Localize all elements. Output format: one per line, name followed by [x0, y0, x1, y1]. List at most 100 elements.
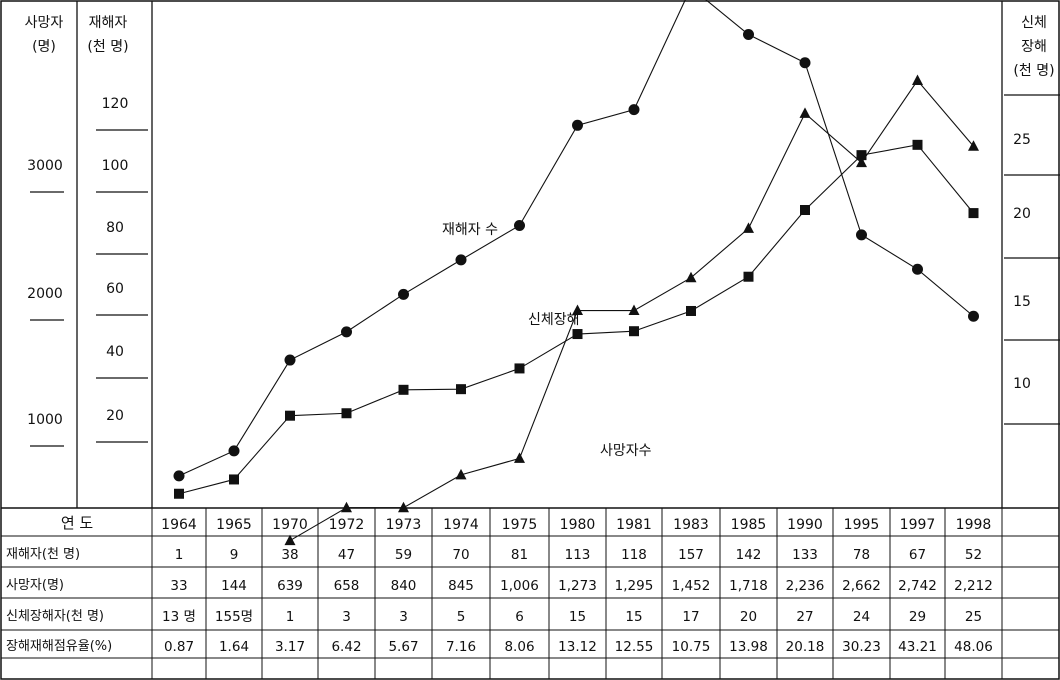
table-value-cell: 15 [569, 609, 586, 625]
series-markers [173, 29, 979, 546]
series-label-disabled: 신체장해 [528, 312, 580, 328]
table-value-cell: 13.98 [729, 639, 768, 655]
point-deaths [341, 408, 352, 419]
table-value-cell: 1,718 [729, 578, 768, 594]
point-deaths [229, 474, 239, 485]
point-deaths [686, 305, 696, 316]
table-value-cell: 157 [678, 547, 704, 563]
table-value-cell: 7.16 [446, 639, 476, 655]
point-injured [968, 310, 979, 322]
series-labels: 재해자 수 신체장해 사망자수 [442, 222, 652, 459]
table-year-cell: 1980 [560, 517, 596, 533]
point-disabled [628, 304, 640, 316]
table-value-cell: 67 [909, 547, 926, 563]
point-injured [455, 254, 467, 266]
table-year-cell: 1965 [216, 517, 252, 533]
table-value-cell: 20 [740, 609, 757, 625]
table-value-cell: 3.17 [275, 639, 305, 655]
point-deaths [856, 150, 867, 161]
table-value-cell: 840 [391, 578, 417, 594]
table-value-cell: 43.21 [898, 639, 937, 655]
left1-tick-label: 2000 [27, 286, 63, 302]
table-value-cell: 3 [399, 609, 408, 625]
table-year-cell: 1972 [329, 517, 365, 533]
table-value-cell: 13 명 [162, 609, 196, 625]
point-injured [912, 263, 923, 275]
left2-tick-label: 20 [106, 408, 124, 424]
right-tick-label: 20 [1013, 206, 1031, 222]
point-disabled [856, 156, 867, 168]
table-value-cell: 5 [457, 609, 466, 625]
data-table: 연 도 1964 1965 1970 1972 1973 1974 1975 1980 1981 1… [6, 514, 993, 655]
point-injured [173, 470, 185, 482]
series-lines [178, 0, 974, 542]
table-row-label: 장해재해점유율(%) [6, 639, 112, 654]
point-disabled [685, 271, 697, 283]
table-value-cell: 1,006 [500, 578, 539, 594]
table-year-cell: 1995 [844, 517, 880, 533]
left2-tick-label: 60 [106, 281, 124, 297]
table-year-cell: 1985 [731, 517, 767, 533]
point-disabled [398, 501, 409, 513]
table-value-cell: 33 [170, 578, 187, 594]
point-injured [341, 326, 352, 338]
table-year-cell: 1998 [956, 517, 992, 533]
table-value-cell: 0.87 [164, 639, 194, 655]
table-year-cell: 1981 [616, 517, 652, 533]
table-year-cell: 1970 [272, 517, 308, 533]
right-tick-label: 10 [1013, 376, 1031, 392]
table-value-cell: 2,236 [786, 578, 825, 594]
table-value-cell: 1 [286, 609, 295, 625]
point-injured [628, 104, 640, 116]
table-value-cell: 10.75 [672, 639, 711, 655]
table-year-cell: 1974 [443, 517, 479, 533]
left2-tick-label: 40 [106, 344, 124, 360]
table-row-label: 신체장해자(천 명) [6, 609, 104, 624]
table-value-cell: 20.18 [786, 639, 825, 655]
table-value-cell: 658 [334, 578, 360, 594]
series-line-injured [178, 0, 974, 477]
table-value-cell: 3 [342, 609, 351, 625]
point-injured [398, 288, 409, 300]
point-disabled [455, 468, 467, 480]
table-value-cell: 17 [682, 609, 699, 625]
left2-tick-label: 100 [102, 158, 129, 174]
table-value-cell: 38 [281, 547, 298, 563]
table-value-cell: 52 [965, 547, 982, 563]
table-value-cell: 8.06 [504, 639, 534, 655]
table-value-cell: 9 [230, 547, 239, 563]
table-year-cell: 1975 [502, 517, 538, 533]
table-year-cell: 1964 [161, 517, 197, 533]
table-value-cell: 639 [277, 578, 303, 594]
point-disabled [341, 501, 352, 513]
table-value-cell: 13.12 [558, 639, 597, 655]
table-header-label: 연 도 [61, 514, 94, 532]
axis-ticks: 3000 2000 1000 120 100 80 60 40 20 25 20 15 10 [27, 94, 1060, 447]
table-value-cell: 118 [621, 547, 647, 563]
table-value-cell: 29 [909, 609, 926, 625]
table-year-cell: 1973 [386, 517, 422, 533]
table-value-cell: 1.64 [219, 639, 249, 655]
table-value-cell: 78 [853, 547, 870, 563]
axis-labels: 사망자 (명) 재해자 (천 명) 신체 장해 (천 명) [25, 15, 1055, 79]
point-deaths [968, 208, 979, 219]
table-row-label: 사망자(명) [6, 578, 64, 593]
table-value-cell: 144 [221, 578, 247, 594]
point-deaths [456, 384, 466, 395]
table-year-cell: 1983 [673, 517, 709, 533]
table-value-cell: 30.23 [842, 639, 881, 655]
table-value-cell: 24 [853, 609, 870, 625]
series-label-deaths: 사망자수 [600, 443, 652, 459]
table-value-cell: 81 [511, 547, 528, 563]
right-axis-unit: (천 명) [1013, 63, 1054, 79]
left2-axis-title: 재해자 [89, 15, 128, 31]
right-tick-label: 25 [1013, 132, 1031, 148]
table-year-cell: 1997 [900, 517, 936, 533]
table-value-cell: 155명 [215, 609, 253, 625]
point-injured [284, 354, 296, 366]
series-label-injured: 재해자 수 [442, 222, 498, 238]
point-disabled [912, 74, 923, 86]
left2-tick-label: 120 [102, 96, 129, 112]
